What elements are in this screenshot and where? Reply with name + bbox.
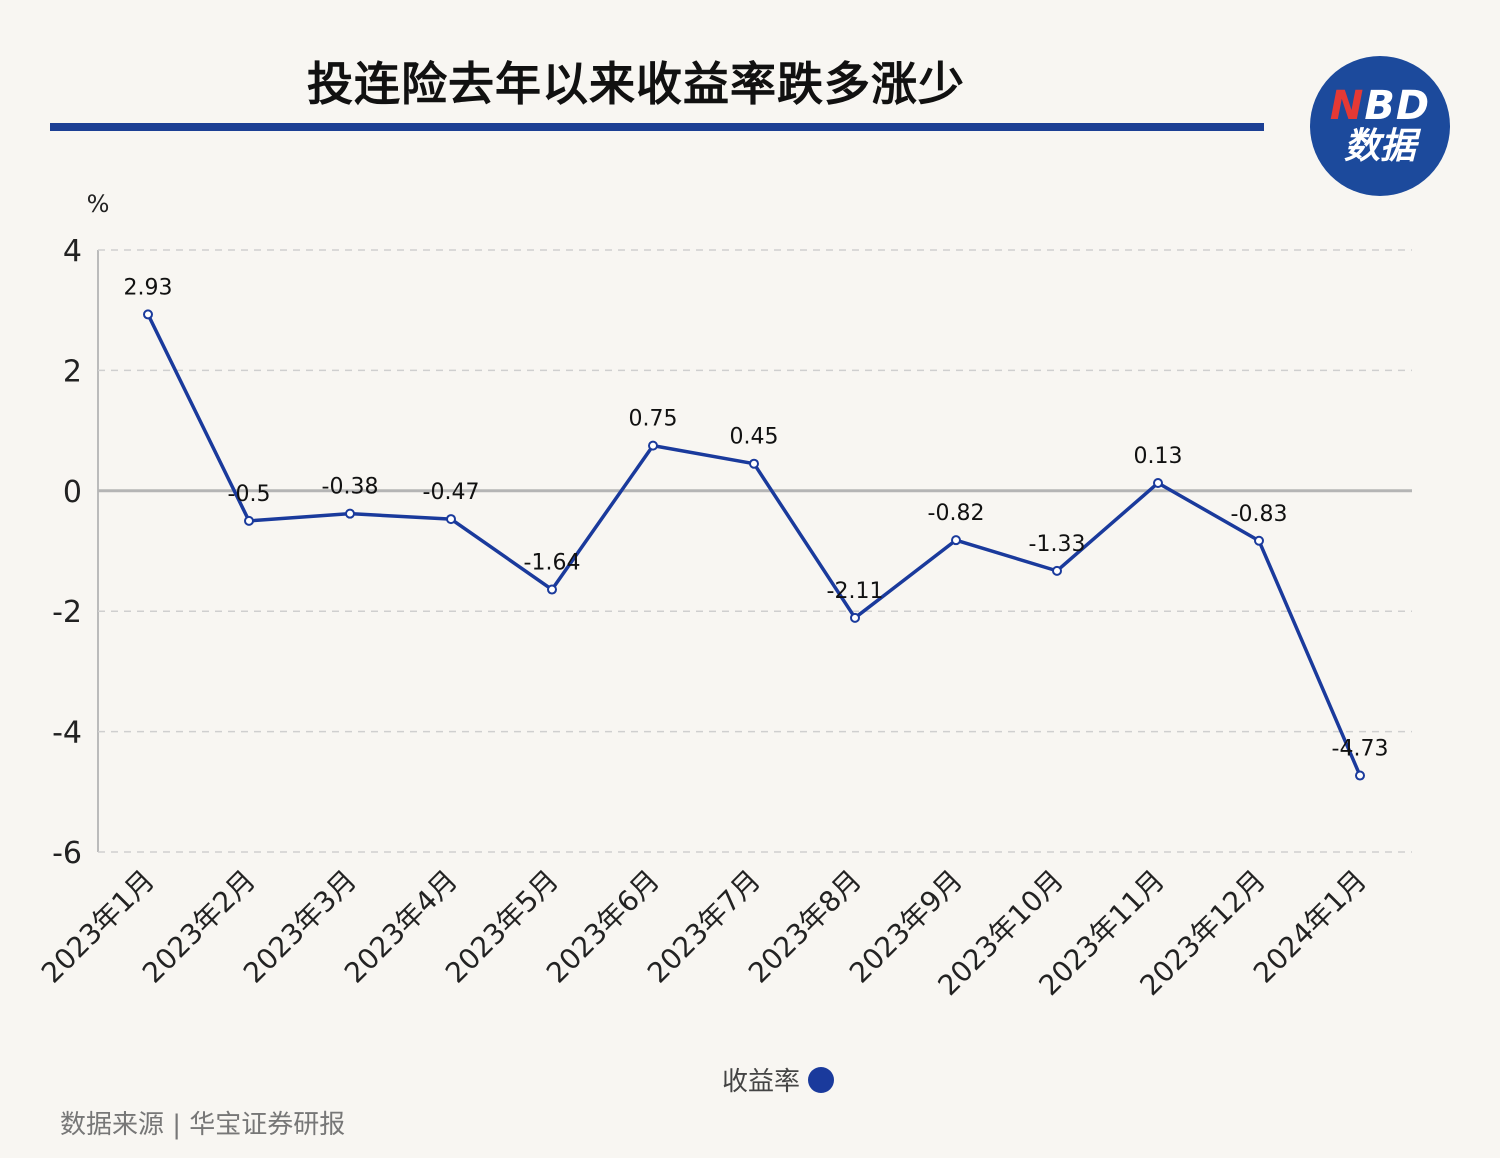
data-label: -4.73 (1332, 737, 1389, 762)
data-label: -0.47 (423, 480, 480, 505)
data-label: 0.13 (1134, 444, 1183, 469)
data-source: 数据来源 | 华宝证券研报 (60, 1110, 346, 1140)
legend-marker (808, 1067, 834, 1093)
title-underline (50, 123, 1264, 131)
data-point (547, 584, 557, 595)
legend-label: 收益率 (722, 1067, 800, 1097)
data-point (1052, 565, 1062, 576)
y-axis-unit: % (87, 190, 110, 218)
data-point (244, 515, 254, 526)
y-tick-label: 4 (63, 234, 82, 269)
y-tick-label: -2 (52, 595, 82, 630)
data-label: 0.45 (730, 425, 779, 450)
data-point (1254, 535, 1264, 546)
data-point (1153, 477, 1163, 488)
data-point (951, 535, 961, 546)
logo-subtitle: 数据 (1343, 126, 1416, 167)
y-tick-label: 2 (63, 354, 82, 389)
data-point (446, 514, 456, 525)
data-label: -0.38 (322, 475, 379, 500)
data-point (1355, 770, 1365, 781)
logo-wordmark: NBD (1329, 83, 1431, 129)
data-point (850, 612, 860, 623)
data-label: -0.5 (228, 482, 271, 507)
y-tick-label: 0 (63, 475, 82, 510)
data-label: 0.75 (629, 407, 678, 432)
data-label: -2.11 (827, 579, 884, 604)
data-label: -1.64 (524, 551, 581, 576)
data-label: -0.83 (1231, 502, 1288, 527)
data-point (648, 440, 658, 451)
y-tick-label: -4 (52, 716, 82, 751)
data-label: -1.33 (1029, 532, 1086, 557)
nbd-logo: NBD 数据 (1310, 56, 1450, 196)
data-label: 2.93 (124, 275, 173, 300)
data-label: -0.82 (928, 501, 985, 526)
data-point (143, 309, 153, 320)
data-point (345, 508, 355, 519)
y-tick-label: -6 (52, 836, 82, 871)
series-line (146, 313, 1362, 777)
data-point (749, 458, 759, 469)
page-title: 投连险去年以来收益率跌多涨少 (307, 57, 965, 111)
